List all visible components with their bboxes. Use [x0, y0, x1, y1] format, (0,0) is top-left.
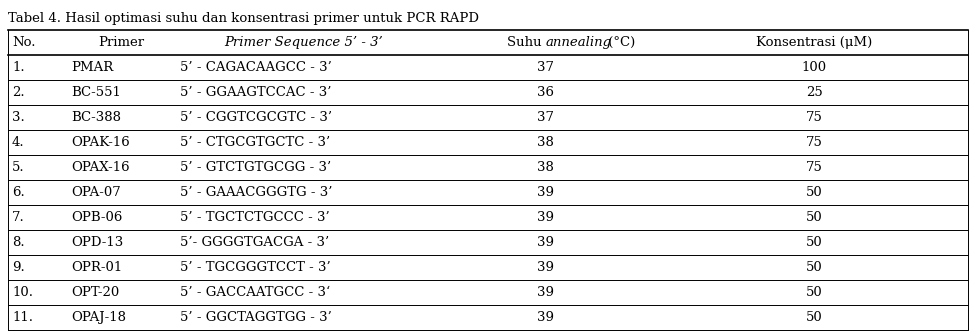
Text: 4.: 4. — [12, 136, 24, 149]
Text: OPAJ-18: OPAJ-18 — [71, 311, 127, 324]
Text: OPAK-16: OPAK-16 — [71, 136, 130, 149]
Text: OPA-07: OPA-07 — [71, 186, 121, 199]
Text: Konsentrasi (μM): Konsentrasi (μM) — [756, 36, 873, 49]
Text: 8.: 8. — [12, 236, 24, 249]
Text: OPD-13: OPD-13 — [71, 236, 124, 249]
Text: 5’ - TGCGGGTCCT - 3’: 5’ - TGCGGGTCCT - 3’ — [180, 261, 331, 274]
Text: 3.: 3. — [12, 111, 24, 124]
Text: Suhu: Suhu — [507, 36, 546, 49]
Text: 5’ - GGCTAGGTGG - 3’: 5’ - GGCTAGGTGG - 3’ — [180, 311, 332, 324]
Text: 5’ - GAAACGGGTG - 3’: 5’ - GAAACGGGTG - 3’ — [180, 186, 333, 199]
Text: 50: 50 — [806, 236, 823, 249]
Text: 50: 50 — [806, 211, 823, 224]
Text: 39: 39 — [537, 186, 554, 199]
Text: 36: 36 — [537, 86, 554, 99]
Text: OPT-20: OPT-20 — [71, 286, 120, 299]
Text: 39: 39 — [537, 236, 554, 249]
Text: 2.: 2. — [12, 86, 24, 99]
Text: annealing: annealing — [546, 36, 612, 49]
Text: 25: 25 — [806, 86, 823, 99]
Text: BC-551: BC-551 — [71, 86, 121, 99]
Text: 100: 100 — [802, 61, 827, 74]
Text: 75: 75 — [806, 161, 823, 174]
Text: 39: 39 — [537, 286, 554, 299]
Text: 5’ - GACCAATGCC - 3‘: 5’ - GACCAATGCC - 3‘ — [180, 286, 330, 299]
Text: 75: 75 — [806, 111, 823, 124]
Text: OPAX-16: OPAX-16 — [71, 161, 130, 174]
Text: OPR-01: OPR-01 — [71, 261, 123, 274]
Text: 5’ - CAGACAAGCC - 3’: 5’ - CAGACAAGCC - 3’ — [180, 61, 332, 74]
Text: PMAR: PMAR — [71, 61, 114, 74]
Text: 37: 37 — [537, 111, 554, 124]
Text: 50: 50 — [806, 286, 823, 299]
Text: OPB-06: OPB-06 — [71, 211, 123, 224]
Text: 39: 39 — [537, 311, 554, 324]
Text: BC-388: BC-388 — [71, 111, 122, 124]
Text: 5’ - CGGTCGCGTC - 3’: 5’ - CGGTCGCGTC - 3’ — [180, 111, 332, 124]
Text: 5.: 5. — [12, 161, 24, 174]
Text: 10.: 10. — [12, 286, 33, 299]
Text: 38: 38 — [537, 161, 554, 174]
Text: (°C): (°C) — [604, 36, 635, 49]
Text: 9.: 9. — [12, 261, 24, 274]
Text: 39: 39 — [537, 261, 554, 274]
Text: 1.: 1. — [12, 61, 24, 74]
Text: Tabel 4. Hasil optimasi suhu dan konsentrasi primer untuk PCR RAPD: Tabel 4. Hasil optimasi suhu dan konsent… — [8, 12, 479, 25]
Text: 50: 50 — [806, 261, 823, 274]
Text: 6.: 6. — [12, 186, 24, 199]
Text: 75: 75 — [806, 136, 823, 149]
Text: 5’ - GTCTGTGCGG - 3’: 5’ - GTCTGTGCGG - 3’ — [180, 161, 331, 174]
Text: No.: No. — [12, 36, 35, 49]
Text: 39: 39 — [537, 211, 554, 224]
Text: 38: 38 — [537, 136, 554, 149]
Text: Primer: Primer — [99, 36, 144, 49]
Text: 5’ - GGAAGTCCAC - 3’: 5’ - GGAAGTCCAC - 3’ — [180, 86, 332, 99]
Text: 50: 50 — [806, 311, 823, 324]
Text: 50: 50 — [806, 186, 823, 199]
Text: 5’ - TGCTCTGCCC - 3’: 5’ - TGCTCTGCCC - 3’ — [180, 211, 330, 224]
Text: 5’- GGGGTGACGA - 3’: 5’- GGGGTGACGA - 3’ — [180, 236, 329, 249]
Text: 11.: 11. — [12, 311, 33, 324]
Text: Primer Sequence 5’ - 3’: Primer Sequence 5’ - 3’ — [224, 36, 383, 49]
Text: 37: 37 — [537, 61, 554, 74]
Text: 5’ - CTGCGTGCTC - 3’: 5’ - CTGCGTGCTC - 3’ — [180, 136, 330, 149]
Text: 7.: 7. — [12, 211, 24, 224]
